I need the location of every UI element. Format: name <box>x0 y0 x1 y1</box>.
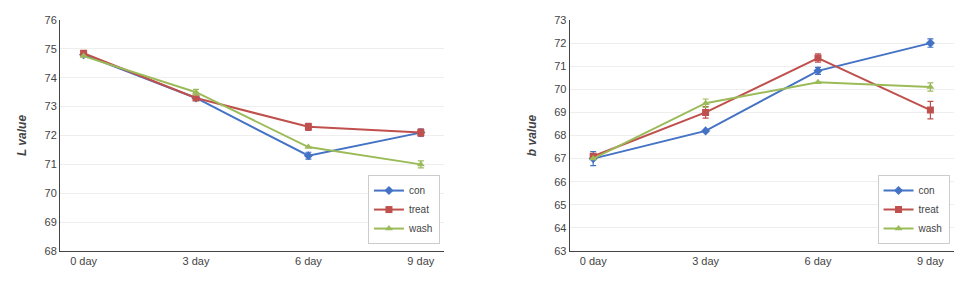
svg-text:L value: L value <box>15 115 29 156</box>
svg-text:73: 73 <box>554 14 566 26</box>
svg-text:wash: wash <box>408 223 432 234</box>
svg-text:3 day: 3 day <box>692 255 719 267</box>
svg-text:72: 72 <box>554 37 566 49</box>
svg-text:67: 67 <box>554 152 566 164</box>
svg-text:treat: treat <box>919 204 939 215</box>
svg-text:wash: wash <box>918 223 942 234</box>
svg-text:70: 70 <box>554 83 566 95</box>
svg-text:b value: b value <box>525 115 539 157</box>
svg-text:con: con <box>919 185 935 196</box>
svg-text:65: 65 <box>554 199 566 211</box>
svg-text:0 day: 0 day <box>70 255 97 267</box>
svg-text:6 day: 6 day <box>805 255 832 267</box>
svg-text:71: 71 <box>554 60 566 72</box>
svg-text:6 day: 6 day <box>295 255 322 267</box>
svg-text:69: 69 <box>45 216 57 228</box>
svg-text:73: 73 <box>45 100 57 112</box>
svg-text:72: 72 <box>45 129 57 141</box>
svg-text:9 day: 9 day <box>407 255 434 267</box>
svg-text:3 day: 3 day <box>183 255 210 267</box>
svg-text:75: 75 <box>45 43 57 55</box>
svg-text:treat: treat <box>409 204 429 215</box>
svg-text:69: 69 <box>554 106 566 118</box>
svg-text:76: 76 <box>45 14 57 26</box>
svg-text:66: 66 <box>554 176 566 188</box>
svg-text:70: 70 <box>45 187 57 199</box>
svg-text:68: 68 <box>554 129 566 141</box>
svg-text:0 day: 0 day <box>580 255 607 267</box>
svg-text:con: con <box>409 185 425 196</box>
svg-text:71: 71 <box>45 158 57 170</box>
svg-text:74: 74 <box>45 72 57 84</box>
svg-text:64: 64 <box>554 222 566 234</box>
svg-text:9 day: 9 day <box>917 255 944 267</box>
svg-text:63: 63 <box>554 245 566 257</box>
svg-text:68: 68 <box>45 245 57 257</box>
